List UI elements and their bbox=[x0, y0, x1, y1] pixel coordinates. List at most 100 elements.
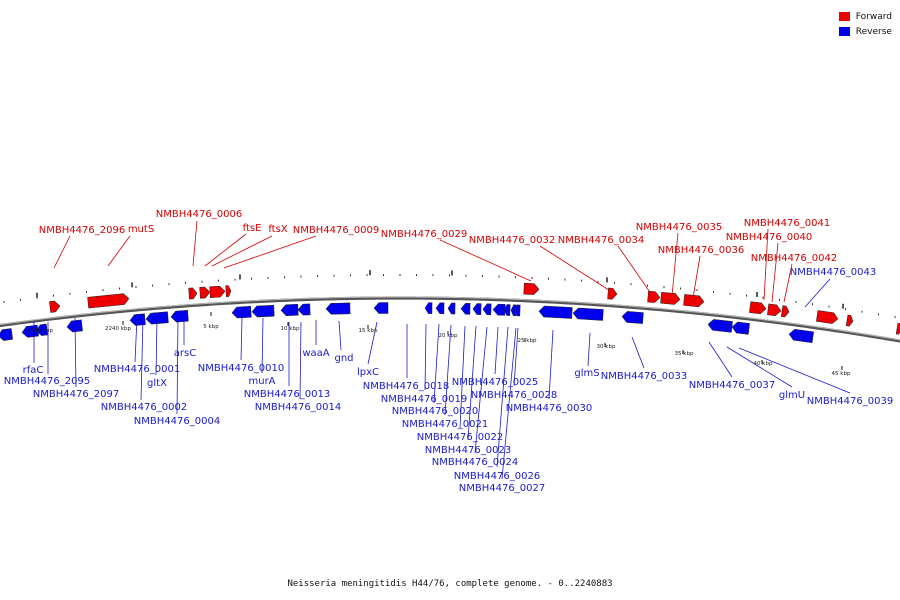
label-leader-lines bbox=[33, 220, 851, 480]
leader-line bbox=[496, 326, 509, 468]
scale-label: 30 kbp bbox=[597, 344, 616, 350]
forward-gene bbox=[87, 293, 130, 309]
gene-label: NMBH4476_0040 bbox=[726, 232, 812, 243]
gene-label: NMBH4476_2097 bbox=[33, 389, 119, 400]
gene-label: NMBH4476_0037 bbox=[689, 380, 775, 391]
gene-label: gnd bbox=[334, 353, 353, 364]
leader-line bbox=[107, 235, 131, 267]
leader-line bbox=[53, 235, 71, 269]
reverse-gene bbox=[572, 307, 604, 321]
leader-line bbox=[771, 242, 779, 303]
gene-label: NMBH4476_0036 bbox=[658, 245, 744, 256]
scale-label: 45 kbp bbox=[832, 371, 851, 377]
forward-gene bbox=[767, 303, 782, 317]
legend-reverse: Reverse bbox=[838, 24, 892, 39]
scale-label: 20 kbp bbox=[439, 333, 458, 339]
reverse-gene bbox=[482, 303, 492, 316]
leader-line bbox=[338, 320, 342, 351]
leader-line bbox=[804, 278, 831, 308]
forward-gene bbox=[683, 294, 705, 308]
gene-label: NMBH4476_0032 bbox=[469, 235, 555, 246]
reverse-gene bbox=[460, 302, 471, 315]
gene-label: NMBH4476_0021 bbox=[402, 419, 488, 430]
gene-label: NMBH4476_0025 bbox=[452, 377, 538, 388]
reverse-gene bbox=[492, 303, 506, 316]
leader-line bbox=[211, 235, 273, 267]
forward-gene bbox=[49, 300, 61, 313]
forward-gene bbox=[895, 322, 900, 335]
gene-label: mutS bbox=[128, 224, 154, 235]
reverse-gene bbox=[435, 302, 445, 315]
gene-label: NMBH4476_0028 bbox=[471, 390, 557, 401]
gene-label: glmU bbox=[779, 390, 805, 401]
gene-label: NMBH4476_0029 bbox=[381, 229, 467, 240]
scale-label: 10 kbp bbox=[281, 326, 300, 332]
reverse-gene bbox=[731, 321, 750, 335]
legend-reverse-swatch bbox=[838, 27, 850, 36]
gene-label: lpxC bbox=[357, 367, 379, 378]
leader-line bbox=[444, 324, 452, 416]
forward-gene bbox=[523, 282, 540, 295]
gene-label: NMBH4476_0023 bbox=[425, 445, 511, 456]
reverse-gene bbox=[129, 313, 146, 326]
scale-label: 15 kbp bbox=[359, 328, 378, 334]
gene-label: NMBH4476_0041 bbox=[744, 218, 830, 229]
leader-line bbox=[155, 316, 158, 376]
forward-gene bbox=[816, 310, 839, 324]
scale-label: 2235 kbp bbox=[27, 328, 53, 334]
genome-caption: Neisseria meningitidis H44/76, complete … bbox=[287, 579, 613, 589]
leader-line bbox=[240, 317, 243, 361]
reverse-gene bbox=[788, 328, 814, 344]
leader-line bbox=[261, 317, 264, 374]
reverse-gene bbox=[145, 311, 169, 325]
reverse-gene bbox=[707, 319, 733, 333]
scale-label: 2240 kbp bbox=[105, 326, 131, 332]
gene-label: murA bbox=[248, 376, 275, 387]
leader-line bbox=[474, 326, 488, 454]
leader-line bbox=[726, 346, 793, 388]
gene-label: NMBH4476_0026 bbox=[454, 471, 540, 482]
legend-reverse-label: Reverse bbox=[855, 26, 892, 37]
forward-gene bbox=[781, 305, 790, 318]
forward-gene bbox=[845, 314, 854, 327]
forward-gene bbox=[647, 290, 661, 303]
gene-label: NMBH4476_0042 bbox=[751, 253, 837, 264]
gene-label: ftsE bbox=[243, 223, 262, 234]
reverse-gene bbox=[21, 324, 39, 338]
gene-label: rfaC bbox=[23, 365, 44, 376]
leader-line bbox=[513, 327, 519, 387]
reverse-gene bbox=[325, 302, 351, 315]
reverse-gene bbox=[170, 309, 189, 323]
gene-label: NMBH4476_0013 bbox=[244, 389, 330, 400]
forward-gene bbox=[188, 287, 198, 300]
gene-label: NMBH4476_0020 bbox=[392, 406, 478, 417]
leader-line bbox=[501, 327, 517, 480]
gene-label: NMBH4476_0035 bbox=[636, 222, 722, 233]
leader-line bbox=[494, 326, 499, 375]
gene-label: waaA bbox=[302, 348, 329, 359]
reverse-gene bbox=[280, 304, 299, 316]
gene-label: NMBH4476_0033 bbox=[601, 371, 687, 382]
leader-line bbox=[433, 323, 440, 404]
leader-line bbox=[548, 329, 554, 400]
leader-line bbox=[439, 239, 532, 282]
gene-label: NMBH4476_0006 bbox=[156, 209, 242, 220]
gene-label: NMBH4476_0010 bbox=[198, 363, 284, 374]
scale-ticks: 2235 kbp 2240 kbp 5 kbp 10 kbp 15 kbp 20 kbp 2… bbox=[27, 312, 851, 377]
forward-gene bbox=[607, 287, 618, 300]
reverse-gene bbox=[66, 319, 83, 333]
leader-line bbox=[299, 321, 302, 400]
scale-label: 5 kbp bbox=[203, 324, 219, 330]
gene-label: NMBH4476_0018 bbox=[363, 381, 449, 392]
leader-line bbox=[617, 245, 655, 299]
reverse-gene bbox=[35, 323, 48, 336]
leader-line bbox=[459, 325, 466, 429]
gene-label: NMBH4476_0001 bbox=[94, 364, 180, 375]
leader-line bbox=[367, 321, 378, 365]
leader-line bbox=[223, 235, 317, 269]
gene-label: NMBH4476_0027 bbox=[459, 483, 545, 494]
gene-label: NMBH4476_2096 bbox=[39, 225, 125, 236]
reverse-gene bbox=[447, 302, 456, 315]
legend-forward-label: Forward bbox=[855, 11, 892, 22]
